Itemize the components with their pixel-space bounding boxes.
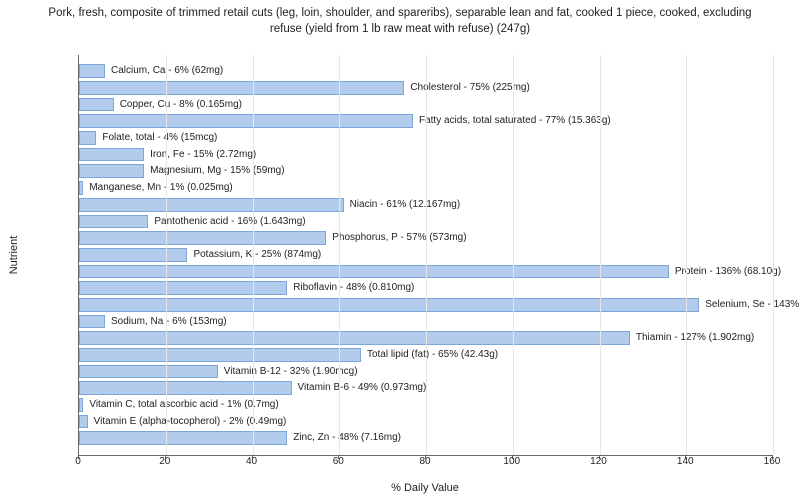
bar [79, 81, 404, 95]
x-tick-label: 120 [590, 456, 607, 467]
bar-label: Phosphorus, P - 57% (573mg) [332, 231, 466, 245]
y-axis-label: Nutrient [8, 55, 20, 455]
bar-label: Copper, Cu - 8% (0.165mg) [120, 98, 242, 112]
gridline [426, 55, 427, 455]
bar [79, 365, 218, 379]
bar [79, 398, 83, 412]
bar [79, 231, 326, 245]
x-tick-label: 60 [333, 456, 344, 467]
chart-title: Pork, fresh, composite of trimmed retail… [40, 6, 760, 37]
x-tick-label: 0 [75, 456, 81, 467]
bar-label: Total lipid (fat) - 65% (42.43g) [367, 348, 498, 362]
bar [79, 415, 88, 429]
gridline [166, 55, 167, 455]
gridline [513, 55, 514, 455]
bar [79, 131, 96, 145]
bar-label: Sodium, Na - 6% (153mg) [111, 315, 227, 329]
bar-label: Pantothenic acid - 16% (1.643mg) [154, 215, 305, 229]
bar [79, 281, 287, 295]
bar [79, 248, 187, 262]
bar [79, 98, 114, 112]
bar [79, 381, 292, 395]
gridline [253, 55, 254, 455]
x-tick-label: 80 [419, 456, 430, 467]
bar-label: Vitamin E (alpha-tocopherol) - 2% (0.49m… [94, 415, 287, 429]
bar-label: Vitamin B-6 - 49% (0.973mg) [298, 381, 427, 395]
x-tick-label: 100 [503, 456, 520, 467]
bar [79, 215, 148, 229]
bar-label: Vitamin C, total ascorbic acid - 1% (0.7… [89, 398, 278, 412]
bar [79, 164, 144, 178]
bar-label: Protein - 136% (68.10g) [675, 265, 781, 279]
gridline [600, 55, 601, 455]
bar [79, 181, 83, 195]
bar [79, 331, 630, 345]
bar [79, 298, 699, 312]
plot-area: Calcium, Ca - 6% (62mg)Cholesterol - 75%… [78, 55, 773, 456]
bar-label: Fatty acids, total saturated - 77% (15.3… [419, 114, 611, 128]
bar-label: Thiamin - 127% (1.902mg) [636, 331, 754, 345]
gridline [339, 55, 340, 455]
bar [79, 348, 361, 362]
bar-label: Selenium, Se - 143% (100.3mcg) [705, 298, 800, 312]
bar-label: Zinc, Zn - 48% (7.16mg) [293, 431, 401, 445]
bar [79, 265, 669, 279]
bar [79, 114, 413, 128]
x-tick-label: 40 [246, 456, 257, 467]
bar-label: Potassium, K - 25% (874mg) [193, 248, 321, 262]
gridline [686, 55, 687, 455]
bar-label: Riboflavin - 48% (0.810mg) [293, 281, 414, 295]
bar [79, 315, 105, 329]
bar-label: Calcium, Ca - 6% (62mg) [111, 64, 223, 78]
bar [79, 64, 105, 78]
bar-label: Vitamin B-12 - 32% (1.90mcg) [224, 365, 358, 379]
x-axis-label: % Daily Value [78, 482, 772, 494]
gridline [773, 55, 774, 455]
bar-label: Magnesium, Mg - 15% (59mg) [150, 164, 285, 178]
bar-label: Folate, total - 4% (15mcg) [102, 131, 217, 145]
bar [79, 431, 287, 445]
x-tick-label: 20 [159, 456, 170, 467]
x-tick-label: 160 [764, 456, 781, 467]
bar-label: Manganese, Mn - 1% (0.025mg) [89, 181, 232, 195]
bar-label: Niacin - 61% (12.167mg) [350, 198, 461, 212]
x-tick-label: 140 [677, 456, 694, 467]
nutrient-chart: Pork, fresh, composite of trimmed retail… [0, 0, 800, 500]
bar [79, 198, 344, 212]
bar [79, 148, 144, 162]
